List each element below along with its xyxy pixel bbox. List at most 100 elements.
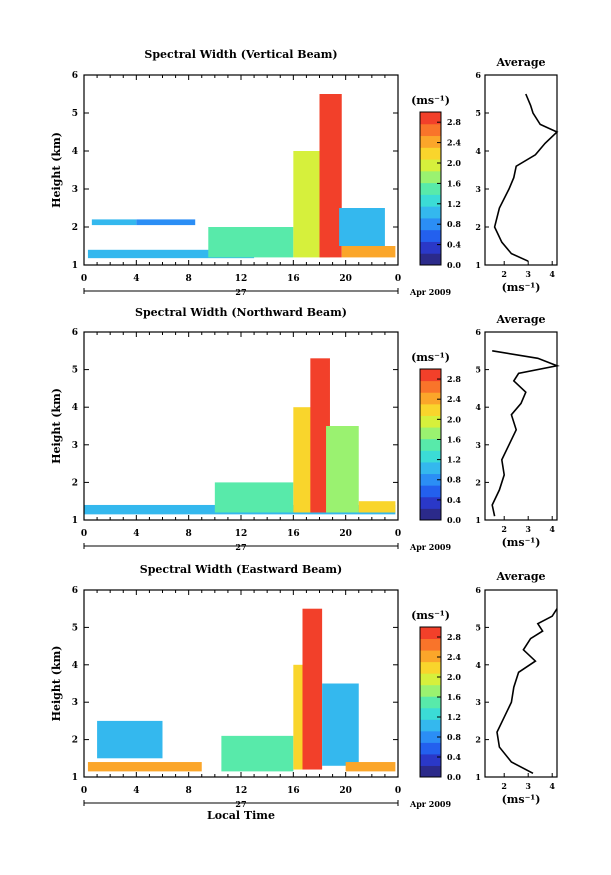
colorbar-label: 2.8 [447, 374, 461, 384]
x-tick-label: 20 [339, 786, 352, 796]
y-tick-label: 4 [72, 147, 78, 157]
y-tick-label: 5 [72, 366, 78, 376]
colorbar-swatch [420, 159, 441, 172]
average-y-tick-label: 6 [475, 327, 481, 337]
colorbar-swatch [420, 627, 441, 640]
colorbar-swatch [420, 508, 441, 521]
colorbar-swatch [420, 650, 441, 663]
colorbar-frame [419, 626, 442, 778]
colorbar-label: 2.0 [447, 672, 461, 682]
x-tick-label: 20 [339, 529, 352, 539]
average-x-tick-label: 4 [549, 524, 555, 534]
y-tick-label: 3 [72, 698, 78, 708]
average-x-label: (ms⁻¹) [502, 536, 541, 549]
colorbar-frame [419, 368, 442, 521]
colorbar-swatch [420, 182, 441, 195]
colorbar-swatch [420, 135, 441, 148]
colorbar-swatch [420, 496, 441, 509]
chart-title: Spectral Width (Eastward Beam) [140, 563, 342, 576]
average-y-tick-label: 6 [475, 585, 481, 595]
colorbar-swatch [420, 742, 441, 755]
x-tick-label: 8 [186, 529, 192, 539]
y-tick-label: 2 [72, 736, 78, 746]
colorbar-swatch [420, 673, 441, 686]
heatmap-cell-5 [358, 501, 396, 513]
average-frame [484, 589, 558, 778]
colorbar-swatch [420, 415, 441, 428]
y-tick-label: 5 [72, 623, 78, 633]
x-tick-label: 16 [287, 529, 300, 539]
x-tick-label: 12 [235, 529, 248, 539]
colorbar-label: 0.8 [447, 219, 461, 229]
date-day-label: 27 [235, 542, 246, 552]
colorbar-swatch [420, 229, 441, 242]
x-tick-label: 16 [287, 786, 300, 796]
colorbar-swatch [420, 730, 441, 743]
heatmap-cell-5 [319, 94, 342, 258]
average-y-tick-label: 3 [475, 440, 481, 450]
colorbar-swatch [420, 112, 441, 125]
x-tick-label: 0 [81, 274, 87, 284]
colorbar-swatch [420, 661, 441, 674]
colorbar-frame [419, 111, 442, 266]
y-tick-label: 1 [72, 261, 78, 271]
y-axis-label: Height (km) [50, 388, 63, 464]
colorbar-label: 2.8 [447, 117, 461, 127]
y-tick-label: 5 [72, 109, 78, 119]
average-title: Average [495, 313, 545, 326]
y-tick-label: 2 [72, 478, 78, 488]
heatmap-cell-2 [293, 407, 313, 513]
y-tick-label: 2 [72, 223, 78, 233]
colorbar-label: 1.2 [447, 199, 461, 209]
x-tick-label: 4 [133, 529, 139, 539]
chart-title: Spectral Width (Vertical Beam) [144, 48, 337, 61]
heatmap-cell-6 [341, 246, 396, 258]
colorbar-swatch [420, 684, 441, 697]
y-axis-label: Height (km) [50, 132, 63, 208]
colorbar-swatch [420, 438, 441, 451]
average-profile-line [493, 93, 559, 262]
average-y-tick-label: 4 [475, 660, 481, 670]
colorbar-label: 1.2 [447, 455, 461, 465]
heatmap-cell-3 [208, 227, 294, 258]
heatmap-cell-2 [221, 735, 294, 772]
average-x-label: (ms⁻¹) [502, 793, 541, 806]
colorbar-swatch [420, 707, 441, 720]
date-month-label: Apr 2009 [409, 542, 452, 552]
x-tick-label: 4 [133, 274, 139, 284]
average-x-tick-label: 4 [549, 781, 555, 791]
colorbar-label: 0.4 [447, 752, 461, 762]
heatmap-cell-0 [87, 249, 255, 259]
average-y-tick-label: 2 [475, 477, 481, 487]
x-tick-label: 12 [235, 274, 248, 284]
heatmap-cell-6 [345, 762, 396, 772]
colorbar-label: 0.4 [447, 240, 461, 250]
date-month-label: Apr 2009 [409, 287, 452, 297]
average-y-tick-label: 5 [475, 108, 481, 118]
colorbar-swatch [420, 217, 441, 231]
heatmap-cell-5 [322, 683, 359, 766]
colorbar-swatch [420, 194, 441, 207]
y-tick-label: 1 [72, 516, 78, 526]
x-tick-label: 12 [235, 786, 248, 796]
colorbar-label: 1.6 [447, 178, 461, 188]
average-title: Average [495, 570, 545, 583]
colorbar-label: 0.8 [447, 475, 461, 485]
average-y-tick-label: 3 [475, 184, 481, 194]
colorbar-unit: (ms⁻¹) [411, 94, 450, 107]
colorbar-swatch [420, 765, 441, 778]
x-tick-label: 16 [287, 274, 300, 284]
x-tick-label: 0 [81, 529, 87, 539]
colorbar-label: 0.0 [447, 772, 461, 782]
y-tick-label: 1 [72, 773, 78, 783]
colorbar-label: 1.2 [447, 712, 461, 722]
y-tick-label: 6 [72, 71, 78, 81]
average-y-tick-label: 2 [475, 735, 481, 745]
chart-title: Spectral Width (Northward Beam) [135, 306, 347, 319]
x-tick-label: 20 [339, 274, 352, 284]
average-x-tick-label: 3 [525, 269, 531, 279]
colorbar-label: 2.4 [447, 652, 461, 662]
